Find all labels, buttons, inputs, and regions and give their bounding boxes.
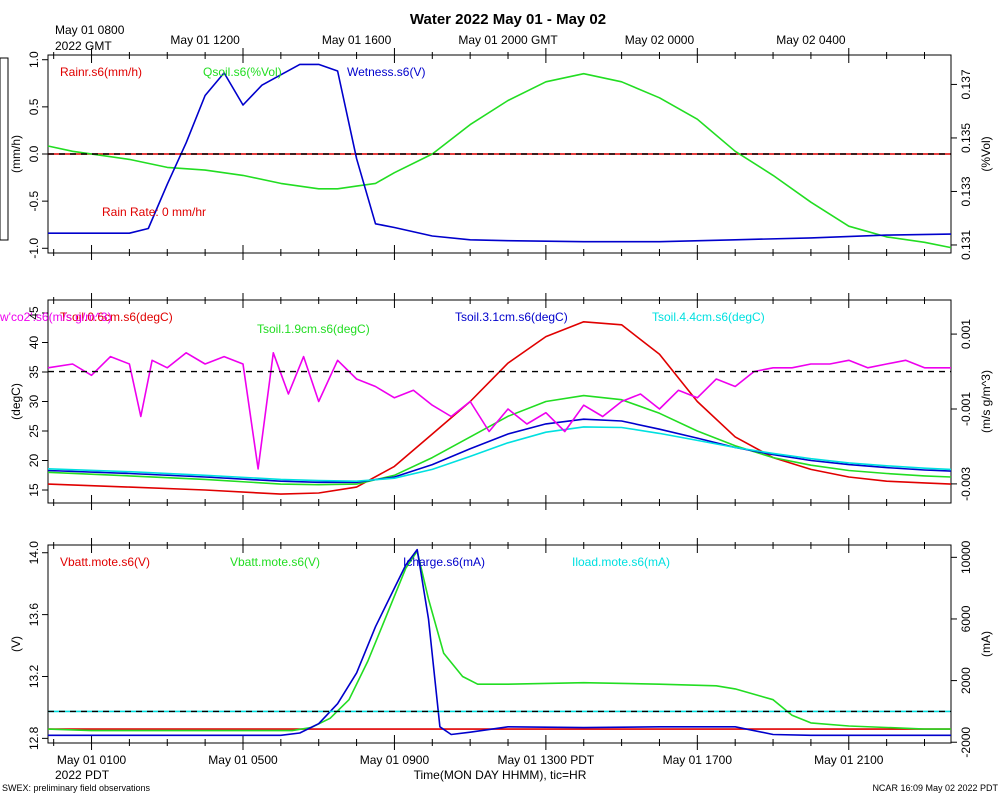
legend-blue: Wetness.s6(V): [347, 65, 425, 79]
bottom-axis-tick-label: May 01 0500: [208, 753, 278, 767]
left-y-tick-label: 13.6: [27, 603, 41, 627]
rain-rate-annotation: Rain Rate: 0 mm/hr: [102, 205, 206, 219]
footer-right-note: NCAR 16:09 May 02 2022 PDT: [872, 783, 998, 793]
right-axis-label: (m/s g/m^3): [979, 370, 993, 433]
left-y-tick-label: -1.0: [27, 238, 41, 259]
legend-green: Tsoil.1.9cm.s6(degC): [257, 322, 370, 336]
right-y-tick-label: 0.137: [959, 69, 973, 99]
legend-cyan: Tsoil.4.4cm.s6(degC): [652, 310, 765, 324]
legend-green: Qsoil.s6(%Vol): [203, 65, 282, 79]
right-y-tick-label: -0.003: [959, 467, 973, 501]
left-y-tick-label: 14.0: [27, 541, 41, 565]
legend-red: Rainr.s6(mm/h): [60, 65, 142, 79]
right-axis-label: (mA): [979, 631, 993, 657]
right-y-tick-label: 2000: [959, 667, 973, 694]
top-axis-tick-label: May 01 1600: [322, 33, 392, 47]
left-y-tick-label: 0.5: [27, 98, 41, 115]
legend-magenta: w'co2'.s6(m/s g/m^3): [0, 310, 112, 324]
left-y-tick-label: 40: [27, 335, 41, 349]
left-axis-label: (V): [9, 636, 23, 652]
right-y-tick-label: 10000: [959, 540, 973, 574]
right-y-tick-label: -2000: [959, 727, 973, 758]
series-line-green: [47, 394, 952, 486]
series-line-blue: [48, 63, 952, 243]
left-y-tick-label: 0.0: [27, 145, 41, 162]
bottom-axis-sub-label: 2022 PDT: [55, 768, 110, 782]
bottom-axis-tick-label: May 01 1700: [663, 753, 733, 767]
left-y-tick-label: -0.5: [27, 190, 41, 211]
left-y-tick-label: 20: [27, 454, 41, 468]
legend-red: Tsoil.0.6cm.s6(degC): [60, 310, 173, 324]
legend-green: Vbatt.mote.s6(V): [230, 555, 320, 569]
panel-middle: [47, 320, 952, 495]
legend-cyan: Iload.mote.s6(mA): [572, 555, 670, 569]
top-axis-tick-label: May 02 0000: [625, 33, 695, 47]
chart-title: Water 2022 May 01 - May 02: [410, 11, 606, 28]
right-y-tick-label: -0.001: [959, 392, 973, 426]
bottom-axis-tick-label: May 01 0100: [57, 753, 127, 767]
panel-top: [47, 63, 952, 249]
left-y-tick-label: 15: [27, 483, 41, 497]
legend-red: Vbatt.mote.s6(V): [60, 555, 150, 569]
panel-frame-middle: [47, 299, 952, 504]
left-y-tick-label: 30: [27, 395, 41, 409]
x-axis-title: Time(MON DAY HHMM), tic=HR: [414, 768, 587, 782]
bottom-axis-tick-label: May 01 2100: [814, 753, 884, 767]
top-axis-tick-label: May 01 1200: [170, 33, 240, 47]
panel-bottom: [47, 548, 951, 737]
right-y-tick-label: 0.001: [959, 319, 973, 349]
right-y-tick-label: 0.135: [959, 123, 973, 153]
left-axis-label: (mm/h): [9, 135, 23, 173]
left-y-tick-label: 35: [27, 365, 41, 379]
legend-blue: Icharge.s6(mA): [403, 555, 485, 569]
footer-left-note: SWEX: preliminary field observations: [2, 783, 151, 793]
bottom-axis-tick-label: May 01 1300 PDT: [498, 753, 595, 767]
left-y-tick-label: 45: [27, 306, 41, 320]
right-y-tick-label: 6000: [959, 605, 973, 632]
left-edge-box: [0, 57, 9, 241]
left-axis-label: (degC): [9, 383, 23, 420]
left-y-tick-label: 25: [27, 424, 41, 438]
left-y-tick-label: 13.2: [27, 664, 41, 688]
left-y-tick-label: 1.0: [27, 51, 41, 68]
legend-blue: Tsoil.3.1cm.s6(degC): [455, 310, 568, 324]
top-axis-first-label-line2: 2022 GMT: [55, 39, 112, 53]
top-axis-first-label-line1: May 01 0800: [55, 23, 125, 37]
series-line-blue: [47, 418, 952, 484]
series-line-blue: [48, 548, 951, 737]
series-line-red: [47, 320, 952, 495]
right-y-tick-label: 0.133: [959, 176, 973, 206]
panel-frame-bottom: [47, 544, 952, 744]
top-axis-tick-label: May 01 2000 GMT: [458, 33, 558, 47]
series-line-green: [47, 72, 952, 249]
right-y-tick-label: 0.131: [959, 230, 973, 260]
top-axis-tick-label: May 02 0400: [776, 33, 846, 47]
right-axis-label: (%Vol): [979, 136, 993, 171]
series-line-green: [47, 550, 951, 732]
series-line-cyan: [47, 426, 952, 483]
bottom-axis-tick-label: May 01 0900: [360, 753, 430, 767]
left-y-tick-label: 12.8: [27, 726, 41, 750]
series-line-magenta: [47, 351, 951, 470]
